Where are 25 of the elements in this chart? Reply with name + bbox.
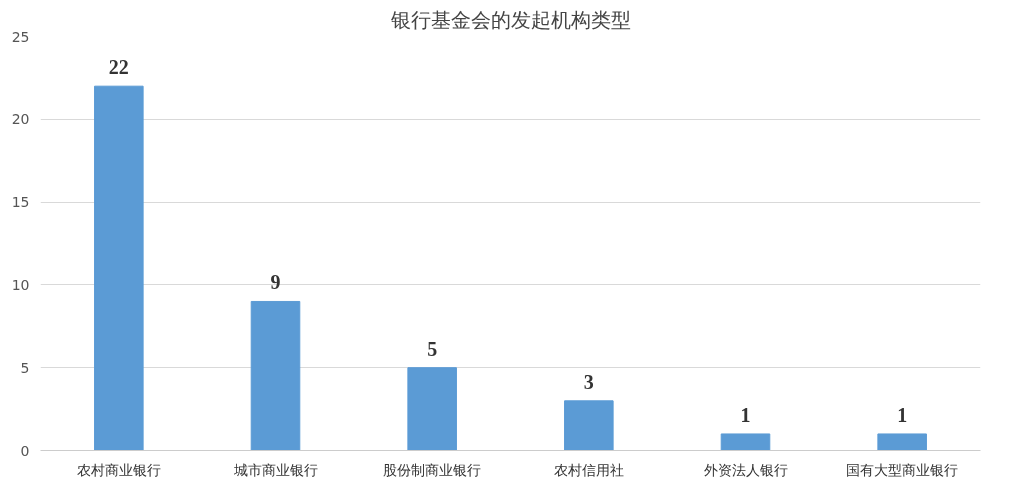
x-tick-label: 城市商业银行 [232, 461, 318, 478]
y-tick-label: 0 [20, 442, 30, 459]
y-tick-label: 20 [11, 111, 30, 128]
bar [250, 300, 301, 451]
data-label: 3 [583, 370, 594, 393]
data-label: 9 [270, 271, 281, 294]
bar [94, 85, 144, 451]
y-tick-label: 25 [11, 28, 30, 45]
y-tick-label: 10 [11, 276, 30, 293]
y-tick-label: 5 [20, 359, 30, 376]
x-tick-label: 农村信用社 [553, 461, 624, 478]
bar [564, 400, 614, 451]
data-label: 22 [108, 56, 129, 79]
data-label: 1 [897, 403, 908, 426]
y-tick-label: 15 [11, 194, 30, 211]
x-tick-label: 国有大型商业银行 [846, 461, 959, 478]
x-tick-label: 外资法人银行 [703, 461, 788, 478]
x-tick-label: 农村商业银行 [76, 461, 161, 478]
data-label: 5 [427, 337, 438, 360]
data-label: 1 [740, 403, 751, 426]
bar [407, 367, 457, 451]
bar [877, 433, 927, 451]
x-tick-label: 股份制商业银行 [383, 461, 482, 478]
bar [720, 433, 771, 451]
chart-title: 银行基金会的发起机构类型 [389, 7, 631, 32]
